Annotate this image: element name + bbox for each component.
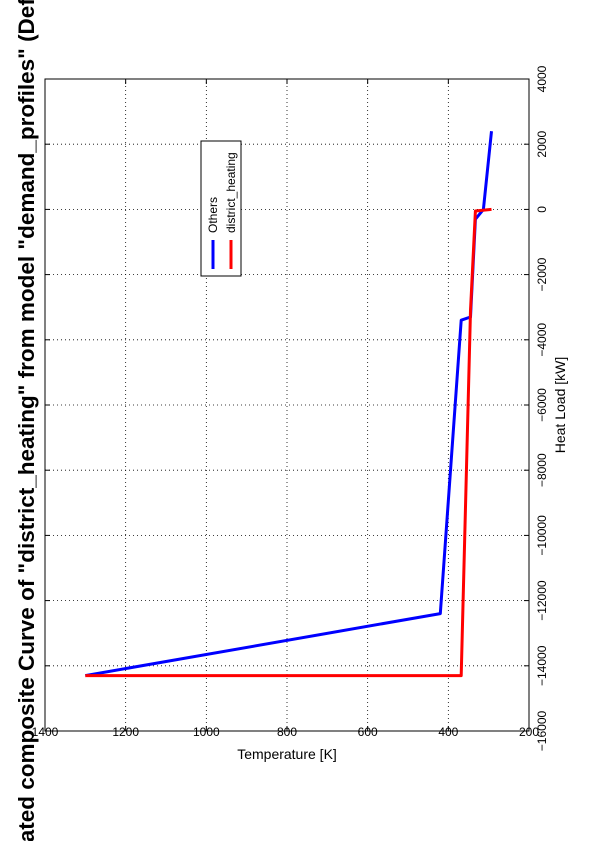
x-tick-label: −8000 [535,453,549,487]
series-layer [85,131,493,678]
x-tick-label: −12000 [535,580,549,621]
x-axis-label: Heat Load [kW] [552,357,568,454]
x-tick-label: −10000 [535,515,549,556]
y-axis-ticks: 200 400 600 800 1000 1200 1400 [32,79,539,739]
y-axis-label: Temperature [K] [237,746,337,762]
x-tick-label: −4000 [535,323,549,357]
legend-label-others: Others [206,197,220,233]
x-tick-label: −14000 [535,645,549,686]
chart-title: rated composite Curve of "district_heati… [14,0,39,841]
x-tick-label: 4000 [535,65,549,92]
y-tick-label: 800 [277,725,297,739]
x-axis-ticks: −16000 −14000 −12000 −10000 −8000 −6000 −4000 −… [45,65,549,751]
y-tick-label: 400 [438,725,458,739]
x-tick-label: −2000 [535,257,549,291]
y-tick-label: 1000 [193,725,220,739]
y-tick-label: 600 [358,725,378,739]
y-tick-label: 1200 [112,725,139,739]
x-tick-label: 0 [535,206,549,213]
y-tick-label: 200 [519,725,539,739]
legend: Others district_heating [200,140,242,277]
grid-lines [45,79,529,731]
x-tick-label: −6000 [535,388,549,422]
x-tick-label: −16000 [535,710,549,751]
series-line-district-heating [85,207,492,678]
legend-label-district-heating: district_heating [224,152,238,233]
x-tick-label: 2000 [535,131,549,158]
y-tick-label: 1400 [32,725,59,739]
